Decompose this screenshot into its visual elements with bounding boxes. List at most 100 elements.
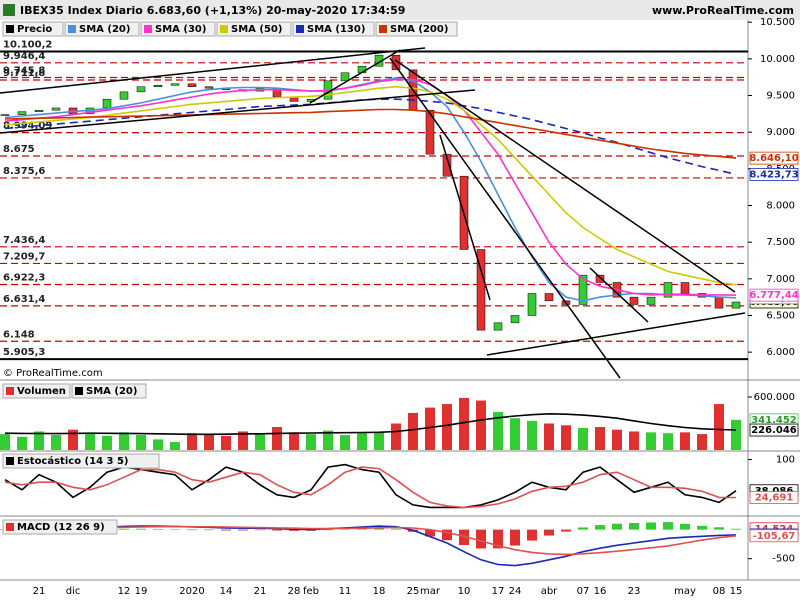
bar [629, 431, 639, 450]
legend-swatch [144, 25, 152, 33]
candle [527, 293, 537, 316]
trendline [309, 49, 401, 104]
level-label: 9.745,8 [3, 65, 45, 76]
candle [544, 293, 554, 302]
x-tick-label: 16 [594, 586, 607, 597]
bar [289, 529, 299, 531]
legend-box [2, 21, 64, 37]
bar [646, 522, 656, 530]
level-label: 6.922,3 [3, 273, 45, 284]
bar [493, 529, 503, 549]
y-tick-label: 100 [776, 455, 795, 466]
candle [442, 153, 452, 177]
last-value-label: 8.646,10 [749, 153, 798, 164]
series-line [4, 77, 737, 302]
bar [238, 529, 248, 531]
last-value-box [749, 168, 799, 181]
trendline [389, 57, 621, 379]
legend-entry: SMA (200) [390, 24, 448, 35]
bar [136, 528, 146, 530]
level-label: 6.148 [3, 329, 35, 340]
bar [595, 427, 605, 450]
y-tick-label: 10.500 [760, 17, 795, 28]
bar [0, 434, 10, 450]
x-tick-label: 17 [492, 586, 505, 597]
legend-box [292, 21, 375, 37]
y-tick-label: 7.000 [766, 274, 795, 285]
bar [612, 429, 622, 450]
bar [680, 432, 690, 450]
trendline [0, 47, 426, 94]
last-value-box [749, 491, 799, 504]
last-value-label: 6.777,44 [749, 290, 798, 301]
x-tick-label: abr [541, 586, 558, 597]
candle [136, 86, 146, 93]
bar [323, 529, 333, 531]
trendline [394, 59, 736, 293]
series-line [4, 108, 737, 159]
trendline [486, 312, 746, 356]
candle [34, 109, 44, 112]
series-line [4, 85, 737, 286]
last-value-box [749, 423, 799, 437]
bar [476, 400, 486, 450]
bar [340, 434, 350, 450]
level-label: 7.209,7 [3, 251, 45, 262]
candle [629, 296, 639, 305]
bar [306, 434, 316, 450]
candle [170, 83, 180, 86]
bar [544, 423, 554, 450]
bar [391, 528, 401, 530]
bar [34, 431, 44, 450]
last-value-box [749, 529, 799, 543]
legend-entry: SMA (130) [307, 24, 365, 35]
series-line [4, 412, 737, 436]
trendline [439, 134, 491, 301]
x-tick-label: 24 [509, 586, 522, 597]
bar [68, 429, 78, 450]
site-link[interactable]: www.ProRealTime.com [652, 4, 794, 17]
legend-box [140, 21, 216, 37]
bar [119, 432, 129, 450]
bar [85, 433, 95, 450]
level-label: 7.436,4 [3, 235, 45, 246]
candle [646, 296, 656, 305]
candle [153, 85, 163, 87]
x-tick-label: 14 [220, 586, 233, 597]
legend-swatch [220, 25, 228, 33]
y-tick-label: 10.000 [760, 54, 795, 65]
bar [697, 525, 707, 530]
x-tick-label: 08 [713, 586, 726, 597]
bar [51, 434, 61, 450]
candle [204, 86, 214, 89]
x-tick-label: 11 [339, 586, 352, 597]
candle [595, 274, 605, 283]
bar [17, 436, 27, 450]
legend-swatch [68, 25, 76, 33]
bar [136, 434, 146, 450]
x-tick-label: 2020 [179, 586, 204, 597]
bar [578, 427, 588, 450]
bar [510, 529, 520, 546]
bar [357, 432, 367, 450]
x-tick-label: 15 [730, 586, 743, 597]
x-tick-label: 07 [577, 586, 590, 597]
legend-icon [6, 457, 14, 465]
x-tick-label: 28 [288, 586, 301, 597]
header-title: IBEX35 Index Diario 6.683,60 (+1,13%) 20… [20, 4, 405, 17]
last-value-box [749, 288, 799, 302]
level-label: 9.946,4 [3, 51, 45, 62]
x-tick-label: feb [303, 586, 319, 597]
candle [731, 301, 741, 309]
last-value-label: 8.423,73 [749, 169, 798, 180]
legend-entry: Precio [17, 24, 52, 35]
last-value-box [749, 151, 799, 165]
trendline [589, 267, 649, 323]
y-tick-label: 8.000 [766, 200, 795, 211]
bar [391, 423, 401, 450]
bar [221, 529, 231, 531]
bar [561, 425, 571, 450]
level-label: 8.994,09 [3, 121, 52, 132]
bar [187, 433, 197, 450]
candle [476, 249, 486, 331]
